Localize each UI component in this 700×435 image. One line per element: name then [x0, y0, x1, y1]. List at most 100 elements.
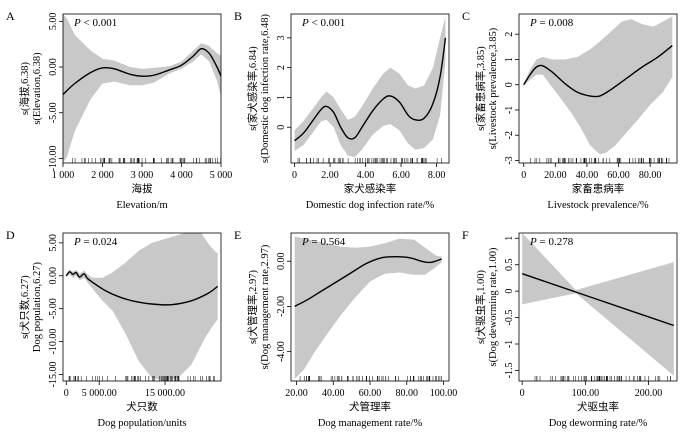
y-axis-label-en: s(Domestic dog infection rate,6.48) — [260, 13, 271, 163]
x-axis-label-en: Dog management rate/% — [318, 418, 423, 429]
plot-frame — [518, 232, 678, 382]
y-tick-label: 0 — [276, 125, 287, 130]
p-value: P = 0.278 — [529, 236, 574, 248]
y-tick-label: -2.00 — [276, 296, 287, 317]
x-tick-label: 5 000.00 — [82, 388, 117, 399]
plot-frame — [518, 13, 678, 164]
y-axis-label-cn: s(家犬感染率,6.84) — [246, 46, 259, 131]
p-value-text: = 0.024 — [81, 236, 118, 248]
rug-marks — [529, 158, 670, 163]
p-value-label: P — [73, 17, 81, 29]
plot-frame — [290, 13, 450, 164]
y-tick-label: 0.5 — [504, 258, 515, 271]
x-tick-label: 60.00 — [359, 388, 382, 399]
y-tick-label: -5.00 — [48, 102, 59, 123]
y-axis-label-cn: s(犬驱虫率,1.00) — [474, 269, 487, 344]
p-value-label: P — [73, 236, 81, 248]
x-tick-label: 200.00 — [635, 388, 663, 399]
y-tick-label: 1 — [504, 57, 515, 62]
y-tick-label: -1 — [504, 340, 515, 348]
x-axis-label-en: Dog deworming rate/% — [549, 418, 648, 429]
fitted-curve — [521, 273, 675, 327]
panel-b: 0 2.00 4.00 6.00 8.00 3 2 1 0 B P < 0.001 家犬感染率 Dome… — [234, 9, 450, 211]
rug-marks — [68, 376, 215, 381]
x-tick-label: 40.00 — [322, 388, 345, 399]
x-axis-label-en: Livestock prevalence/% — [547, 200, 648, 211]
y-tick-label: -1 — [504, 106, 515, 114]
y-axis-label-en: s(Dog deworming rate,1.00) — [488, 247, 499, 366]
p-value-text: = 0.278 — [537, 236, 574, 248]
rug-marks — [297, 158, 442, 163]
y-tick-label: 1 — [276, 95, 287, 100]
x-tick-label: 40.00 — [576, 170, 599, 181]
panel-a: 1 000 2 000 3 000 4 000 5 000 5.00 0.00 -5.00 -1… — [6, 9, 232, 211]
p-value-text: = 0.564 — [309, 236, 346, 248]
p-value-text: < 0.001 — [81, 17, 117, 29]
panel-c: 0 20.00 40.00 60.00 80.00 2 1 0 -1 -2 -3 C P = 0.008… — [462, 9, 678, 211]
y-tick-label: -1.5 — [504, 363, 515, 379]
x-tick-label: 1 000 — [52, 170, 75, 181]
x-tick-label: 4.00 — [357, 170, 375, 181]
y-tick-label: -0.5 — [504, 310, 515, 326]
x-tick-label: 0 — [520, 388, 525, 399]
panel-letter: F — [462, 228, 469, 242]
y-tick-label: 2 — [504, 32, 515, 37]
p-value: P = 0.564 — [301, 236, 346, 248]
fitted-curve — [294, 255, 442, 308]
x-tick-label: 60.00 — [607, 170, 630, 181]
p-value: P < 0.001 — [301, 17, 345, 29]
x-tick-label: 4 000 — [170, 170, 193, 181]
x-tick-label: 0 — [521, 170, 526, 181]
y-tick-label: -10.00 — [48, 146, 59, 172]
y-axis-label-en: s(Livestock prevalence,3.85) — [488, 27, 499, 149]
x-tick-label: 20.00 — [544, 170, 567, 181]
y-tick-label: 1 — [504, 236, 515, 241]
y-tick-label: -15.00 — [48, 362, 59, 388]
fitted-curve — [294, 37, 447, 142]
panel-f: 0 100.00 200.00 1 0.5 0 -0.5 -1 -1.5 F P = 0.278 犬驱… — [462, 228, 678, 429]
plot-frame — [62, 232, 222, 382]
rug-marks — [72, 158, 221, 163]
p-value-label: P — [529, 17, 537, 29]
y-axis-label-en: s(Elevation,6.38) — [32, 52, 43, 125]
y-tick-label: -3 — [504, 156, 515, 164]
rug-marks — [299, 376, 442, 381]
y-axis-label-en: s(Dog management rate,2.97) — [260, 244, 271, 369]
x-tick-label: 80.00 — [639, 170, 662, 181]
y-tick-label: 0 — [504, 289, 515, 294]
x-tick-label: 6.00 — [392, 170, 410, 181]
x-tick-label: 3 000 — [131, 170, 154, 181]
p-value-label: P — [301, 17, 309, 29]
confidence-band — [294, 17, 446, 157]
y-tick-label: 3 — [276, 35, 287, 40]
fitted-curve — [63, 47, 221, 95]
p-value-label: P — [529, 236, 537, 248]
panel-letter: E — [234, 228, 241, 242]
x-axis-label-cn: 犬只数 — [126, 400, 158, 413]
y-tick-label: -10.00 — [48, 329, 59, 355]
y-tick-label: 0.00 — [48, 58, 59, 76]
panel-letter: A — [6, 9, 15, 23]
fitted-curve — [65, 271, 219, 306]
fitted-curve — [523, 45, 673, 98]
x-axis-label-en: Elevation/m — [116, 200, 167, 211]
x-tick-label: 2 000 — [91, 170, 114, 181]
rug-marks — [534, 376, 671, 381]
panel-letter: B — [234, 9, 242, 23]
panel-e: 20.00 40.00 60.00 80.00 100.00 0.00 -2.00 -4.00… — [234, 228, 457, 429]
panel-d: 0 5 000.00 15 000.00 5.00 0.00 -5.00 -10.00 -15… — [6, 228, 222, 429]
confidence-band — [63, 14, 221, 163]
x-tick-label: 0 — [64, 388, 69, 399]
confidence-band — [66, 233, 218, 381]
x-tick-label: 20.00 — [285, 388, 308, 399]
x-tick-label: 2.00 — [321, 170, 339, 181]
x-axis-label-cn: 海拔 — [132, 182, 153, 195]
y-tick-label: 0 — [504, 82, 515, 87]
panel-letter: D — [6, 228, 15, 242]
x-tick-label: 0 — [292, 170, 297, 181]
x-tick-label: 80.00 — [395, 388, 418, 399]
panel-letter: C — [462, 9, 470, 23]
y-tick-label: 0.00 — [48, 267, 59, 285]
y-axis-label-cn: s(犬只数,6.27) — [18, 275, 31, 339]
p-value-label: P — [301, 236, 309, 248]
